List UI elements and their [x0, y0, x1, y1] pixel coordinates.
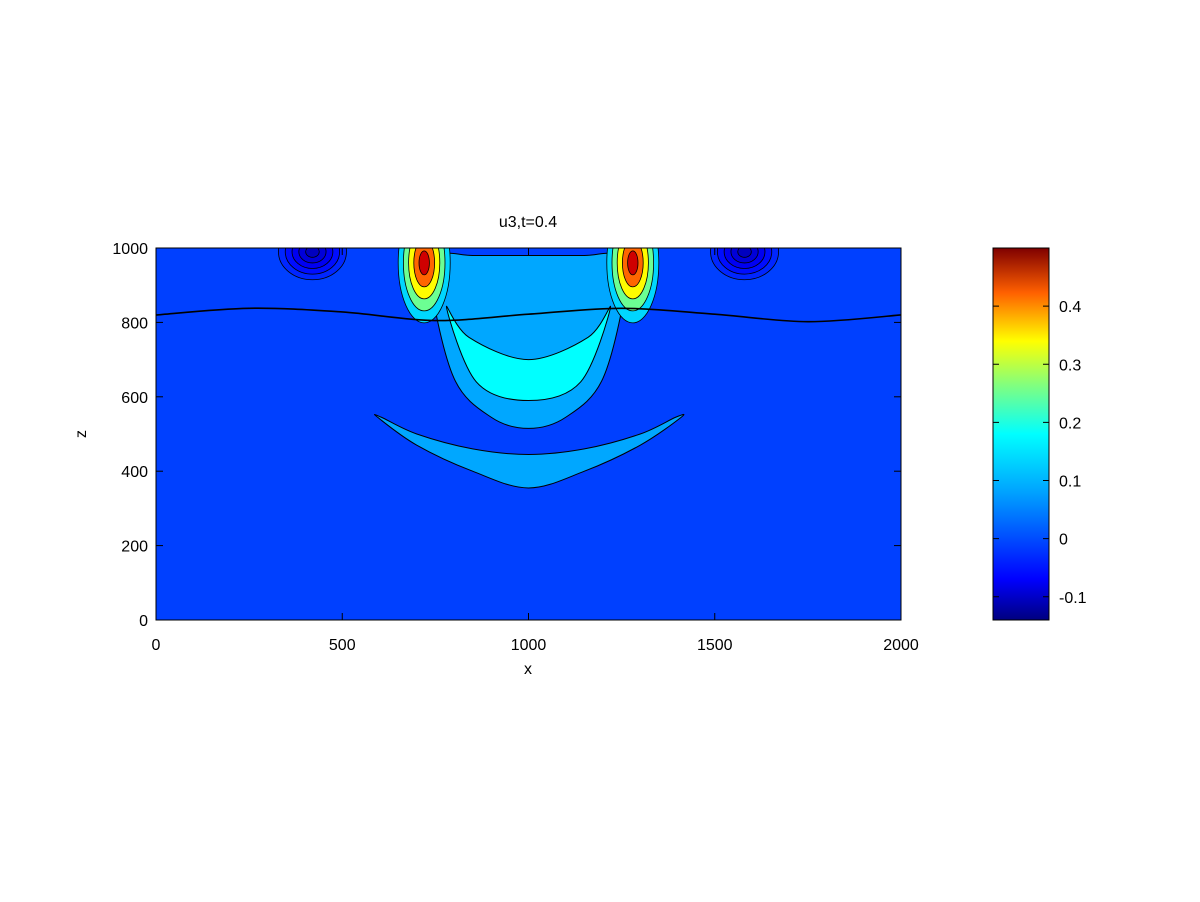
- colorbar-tick-label: 0: [1059, 532, 1068, 549]
- x-axis-ticks: 0 500 1000 1500 2000: [152, 248, 919, 654]
- y-tick-label: 200: [121, 539, 148, 556]
- x-axis-label: x: [524, 661, 532, 678]
- y-tick-label: 1000: [112, 241, 148, 258]
- colorbar-tick-label: 0.1: [1059, 474, 1081, 491]
- y-axis-ticks: 0 200 400 600 800 1000: [112, 241, 901, 630]
- x-tick-label: 1500: [697, 637, 733, 654]
- y-axis-label: z: [73, 430, 90, 438]
- hotspot-2: [606, 248, 660, 324]
- x-tick-label: 1000: [511, 637, 547, 654]
- contour-region-1: [374, 413, 685, 489]
- hotspot-1: [397, 248, 451, 324]
- contour-region-3: [446, 305, 611, 402]
- colorbar-gradient: [992, 247, 1050, 621]
- hotspot-4: [710, 248, 779, 281]
- colorbar-ticks: -0.1 0 0.1 0.2 0.3 0.4: [993, 299, 1087, 607]
- y-tick-label: 0: [139, 613, 148, 630]
- x-tick-label: 0: [152, 637, 161, 654]
- hotspot-3: [278, 248, 347, 281]
- x-tick-label: 2000: [883, 637, 919, 654]
- hotspot-ring: [737, 248, 752, 258]
- y-tick-label: 400: [121, 464, 148, 481]
- y-tick-label: 800: [121, 315, 148, 332]
- colorbar-tick-label: 0.3: [1059, 357, 1081, 374]
- y-tick-label: 600: [121, 390, 148, 407]
- hotspot-ring: [627, 250, 639, 276]
- colorbar-tick-label: -0.1: [1059, 590, 1087, 607]
- colorbar-tick-label: 0.2: [1059, 415, 1081, 432]
- plot-area: [156, 248, 901, 620]
- hotspot-ring: [305, 248, 320, 258]
- chart-title: u3,t=0.4: [499, 214, 557, 231]
- colorbar: -0.1 0 0.1 0.2 0.3 0.4: [992, 247, 1087, 621]
- contour-regions: [278, 248, 779, 489]
- colorbar-tick-label: 0.4: [1059, 299, 1081, 316]
- hotspot-ring: [418, 250, 430, 276]
- interface-curve: [156, 307, 901, 323]
- x-tick-label: 500: [329, 637, 356, 654]
